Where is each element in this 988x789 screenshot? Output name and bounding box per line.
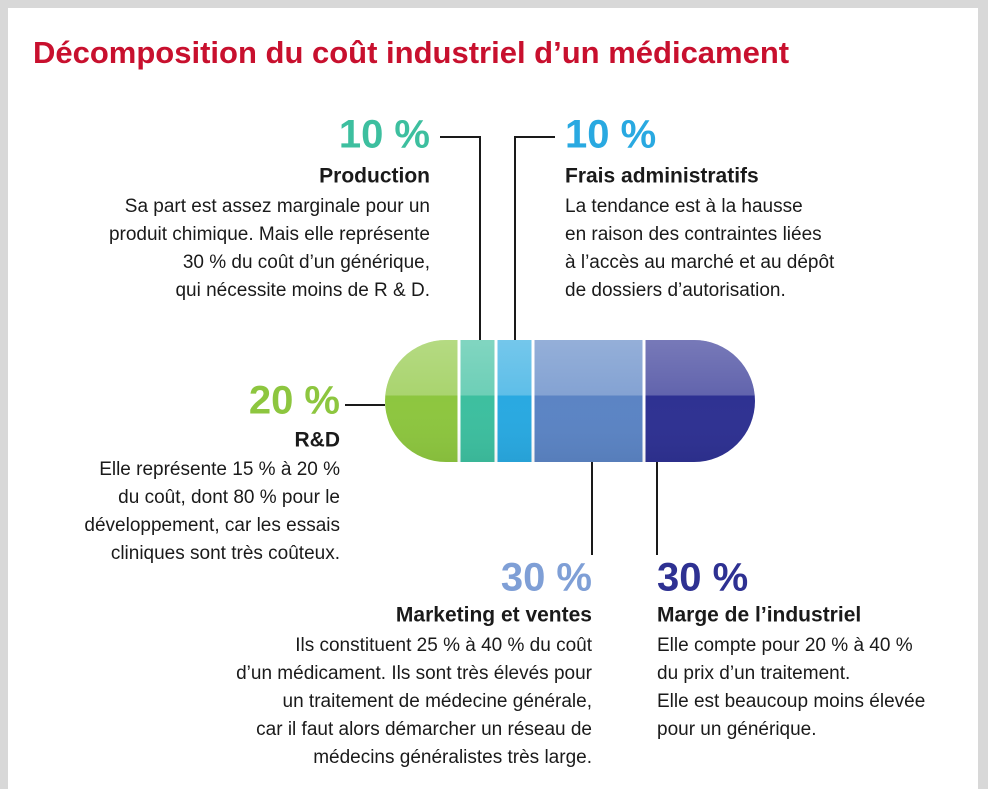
leader-line [440,136,481,340]
segment-name: R&D [295,429,341,452]
pill-highlight [385,340,755,462]
description-line: de dossiers d’autorisation. [565,280,786,301]
description-line: Ils constituent 25 % à 40 % du coût [295,635,593,656]
segment-name: Frais administratifs [565,165,759,188]
description-line: La tendance est à la hausse [565,196,803,217]
description-line: Elle représente 15 % à 20 % [99,459,340,480]
description-line: Elle est beaucoup moins élevée [657,691,925,712]
leader-line [514,136,555,340]
segment-name: Marketing et ventes [396,604,592,627]
percent-label: 30 % [657,556,748,600]
percent-label: 30 % [501,556,592,600]
description-line: qui nécessite moins de R & D. [175,280,430,301]
percent-label: 10 % [565,113,656,157]
percent-label: 20 % [249,379,340,423]
description-line: Sa part est assez marginale pour un [125,196,430,217]
description-line: du coût, dont 80 % pour le [118,487,340,508]
description-line: du prix d’un traitement. [657,663,850,684]
description-line: car il faut alors démarcher un réseau de [256,719,592,740]
description-line: développement, car les essais [84,515,340,536]
description-line: pour un générique. [657,719,817,740]
title: Décomposition du coût industriel d’un mé… [33,35,789,70]
segment-name: Production [319,165,430,188]
description-line: cliniques sont très coûteux. [111,543,340,564]
description-line: 30 % du coût d’un générique, [183,252,430,273]
description-line: médecins généralistes très large. [313,747,592,768]
description-line: d’un médicament. Ils sont très élevés po… [236,663,593,684]
segment-name: Marge de l’industriel [657,604,861,627]
percent-label: 10 % [339,113,430,157]
description-line: à l’accès au marché et au dépôt [565,252,835,273]
description-line: en raison des contraintes liées [565,224,822,245]
description-line: produit chimique. Mais elle représente [109,224,430,245]
description-line: un traitement de médecine générale, [283,691,592,712]
description-line: Elle compte pour 20 % à 40 % [657,635,913,656]
